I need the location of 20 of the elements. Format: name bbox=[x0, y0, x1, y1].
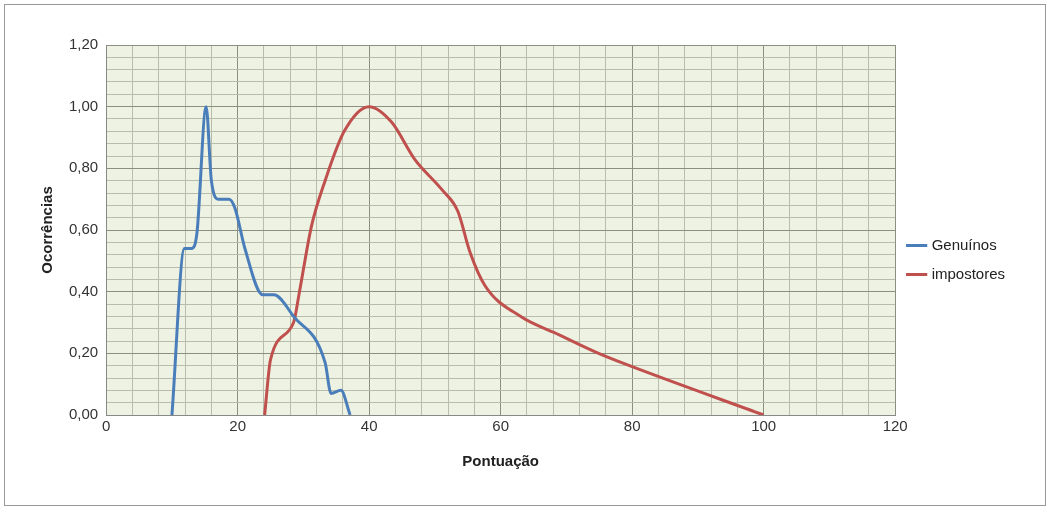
x-tick-label: 120 bbox=[882, 417, 908, 435]
x-tick-label: 40 bbox=[360, 417, 378, 435]
legend-label: impostores bbox=[931, 264, 1005, 282]
x-tick-label: 60 bbox=[492, 417, 510, 435]
x-tick-label: 100 bbox=[751, 417, 777, 435]
line-series bbox=[170, 105, 352, 415]
y-axis-title: Ocorrências bbox=[38, 186, 56, 274]
y-tick-label: 0,20 bbox=[68, 343, 99, 361]
y-tick-label: 0,80 bbox=[68, 158, 99, 176]
x-tick-label: 0 bbox=[102, 417, 111, 435]
x-tick-label: 20 bbox=[229, 417, 247, 435]
x-axis-title: Pontuação bbox=[462, 452, 540, 470]
y-tick-label: 1,20 bbox=[68, 35, 99, 53]
legend-label: Genuínos bbox=[931, 235, 997, 253]
y-tick-label: 0,60 bbox=[68, 220, 99, 238]
y-tick-label: 0,00 bbox=[68, 405, 99, 423]
x-tick-label: 80 bbox=[623, 417, 641, 435]
y-tick-label: 0,40 bbox=[68, 281, 99, 299]
line-series bbox=[263, 105, 766, 415]
y-tick-label: 1,00 bbox=[68, 96, 99, 114]
